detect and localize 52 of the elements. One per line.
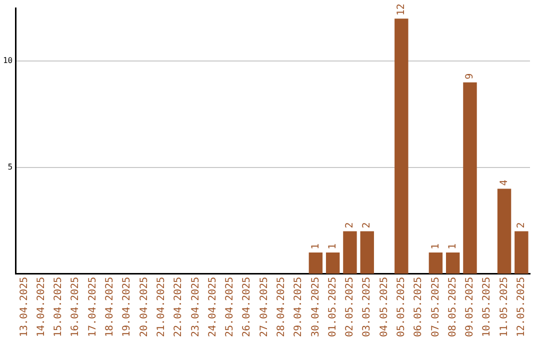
x-tick-label: 10.05.2025 (482, 276, 493, 338)
bar (463, 82, 477, 274)
x-tick-label: 22.04.2025 (173, 276, 184, 338)
x-tick-label: 09.05.2025 (464, 276, 476, 338)
x-tick-label: 14.04.2025 (36, 276, 47, 338)
x-tick-label: 11.05.2025 (498, 276, 510, 338)
data-label: 2 (362, 222, 373, 228)
x-tick-label: 27.04.2025 (258, 276, 270, 338)
x-tick-label: 12.05.2025 (516, 276, 528, 338)
x-tick-label: 04.05.2025 (378, 276, 390, 338)
bar (343, 231, 357, 274)
x-tick-label: 25.04.2025 (224, 276, 236, 338)
x-tick-label: 02.05.2025 (344, 276, 356, 338)
x-tick-label: 13.04.2025 (18, 276, 30, 338)
x-tick-label: 05.05.2025 (396, 276, 407, 338)
x-tick-label: 23.04.2025 (190, 276, 202, 338)
bar (308, 252, 323, 274)
data-label: 2 (344, 222, 356, 228)
bar (326, 252, 340, 274)
bar (514, 231, 528, 274)
x-tick-label: 30.04.2025 (310, 276, 322, 338)
data-label: 2 (516, 222, 528, 228)
bar (360, 231, 374, 274)
data-label: 9 (464, 73, 476, 80)
data-label: 1 (447, 244, 458, 250)
x-tick-label: 19.04.2025 (122, 276, 133, 338)
x-tick-label: 03.05.2025 (362, 276, 373, 338)
data-label: 1 (310, 244, 322, 250)
x-tick-label: 28.04.2025 (276, 276, 287, 338)
data-label: 1 (430, 244, 442, 250)
data-label: 12 (396, 4, 407, 16)
data-label: 4 (498, 180, 510, 186)
bar (497, 188, 512, 274)
data-label: 1 (327, 244, 338, 250)
bar (394, 18, 408, 274)
x-tick-label: 07.05.2025 (430, 276, 442, 338)
x-tick-label: 06.05.2025 (413, 276, 424, 338)
y-tick-label: 5 (8, 162, 13, 172)
x-tick-label: 21.04.2025 (156, 276, 167, 338)
bar (446, 252, 460, 274)
x-tick-label: 20.04.2025 (138, 276, 150, 338)
x-tick-label: 26.04.2025 (242, 276, 253, 338)
x-tick-label: 24.04.2025 (207, 276, 218, 338)
bar (428, 252, 443, 274)
x-tick-label: 17.04.2025 (87, 276, 98, 338)
x-tick-label: 01.05.2025 (327, 276, 338, 338)
y-tick-label: 10 (2, 56, 13, 66)
x-tick-label: 18.04.2025 (104, 276, 116, 338)
x-tick-label: 16.04.2025 (70, 276, 82, 338)
x-tick-label: 08.05.2025 (447, 276, 458, 338)
x-tick-label: 29.04.2025 (293, 276, 304, 338)
x-tick-label: 15.04.2025 (53, 276, 64, 338)
